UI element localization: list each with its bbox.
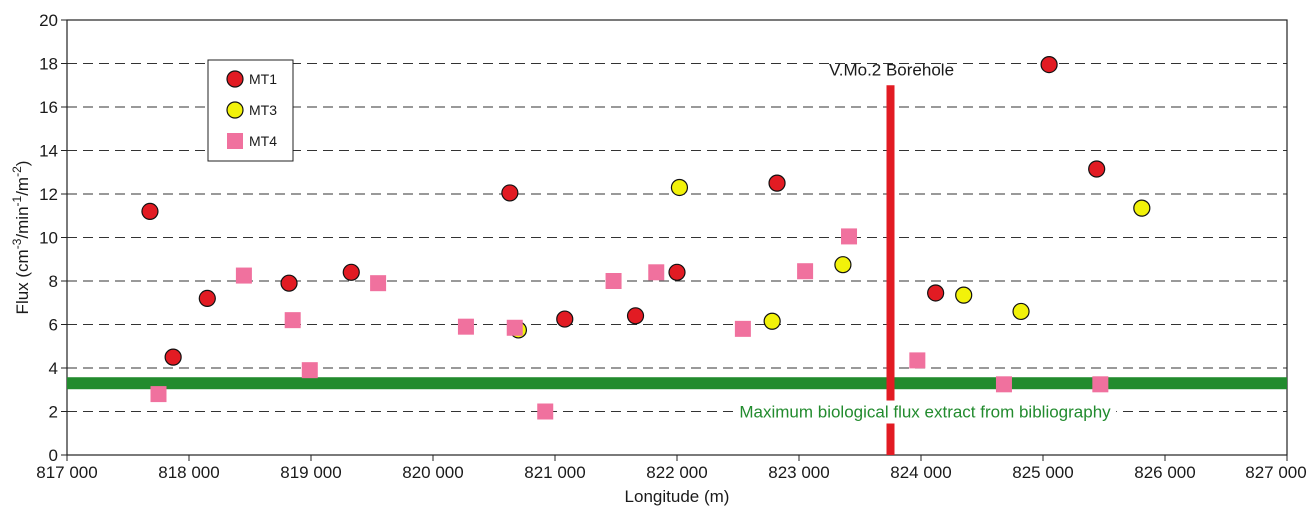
point-mt4 (995, 376, 1012, 393)
y-axis-label-part: Flux (cm (13, 249, 32, 314)
point-mt4 (301, 362, 318, 379)
annotation-layer: V.Mo.2 Borehole Maximum biological flux e… (67, 60, 1287, 455)
point-mt3 (763, 312, 781, 330)
y-tick-label: 6 (49, 316, 58, 335)
point-mt4 (1092, 376, 1109, 393)
borehole-label: V.Mo.2 Borehole (829, 60, 954, 79)
point-mt1 (280, 274, 298, 292)
y-tick-label: 12 (39, 185, 58, 204)
axes: 0 2 4 6 8 10 12 14 16 18 20 817 000 818 000 819 000 82… (36, 11, 1306, 482)
legend-label: MT1 (249, 71, 277, 87)
point-mt4 (457, 318, 474, 335)
point-mt4 (370, 275, 387, 292)
x-tick-label: 819 000 (280, 463, 341, 482)
point-mt3 (670, 178, 689, 197)
point-mt1 (1040, 55, 1058, 74)
x-tick-label: 821 000 (524, 463, 585, 482)
y-tick-label: 18 (39, 55, 58, 74)
point-mt1 (501, 184, 519, 202)
x-tick-label: 827 000 (1245, 463, 1306, 482)
point-mt4 (284, 312, 301, 329)
x-tick-label: 823 000 (768, 463, 829, 482)
y-axis-label-part: /min (13, 206, 32, 238)
point-mt3 (834, 256, 852, 274)
point-mt4 (506, 319, 523, 336)
point-mt1 (1088, 160, 1106, 178)
y-axis-label-part: ) (13, 161, 32, 167)
legend-label: MT3 (249, 102, 277, 118)
borehole-line (886, 85, 895, 455)
x-axis-label: Longitude (m) (625, 487, 730, 506)
point-mt1 (141, 202, 159, 220)
y-tick-label: 8 (49, 272, 58, 291)
point-mt3 (1133, 199, 1151, 217)
point-mt1 (556, 310, 574, 328)
point-mt1 (668, 263, 686, 281)
legend-label: MT4 (249, 133, 277, 149)
point-mt1 (768, 174, 786, 192)
y-tick-label: 0 (49, 446, 58, 465)
point-mt3 (955, 286, 973, 304)
point-mt1 (164, 348, 182, 366)
point-mt4 (150, 386, 167, 403)
biological-flux-band (67, 377, 1287, 390)
axis-labels: Longitude (m) Flux (cm-3/min-1/m-2) (10, 161, 729, 506)
point-mt1 (927, 284, 945, 302)
y-axis-label-part: /m (13, 177, 32, 196)
y-tick-label: 14 (39, 142, 58, 161)
x-tick-label: 825 000 (1012, 463, 1073, 482)
band-label: Maximum biological flux extract from bib… (739, 403, 1111, 422)
grid-lines (67, 63, 1287, 412)
y-axis-label-superscript: -1 (10, 195, 24, 206)
y-tick-label: 10 (39, 229, 58, 248)
band-label-background (734, 400, 1117, 424)
legend-marker-mt1 (226, 70, 244, 88)
x-tick-label: 818 000 (158, 463, 219, 482)
y-axis-label-superscript: -2 (10, 166, 24, 177)
x-tick-label: 817 000 (36, 463, 97, 482)
legend-box (207, 59, 294, 162)
x-tick-label: 822 000 (646, 463, 707, 482)
point-mt1 (626, 307, 645, 325)
y-tick-label: 16 (39, 98, 58, 117)
point-mt4 (537, 403, 554, 420)
point-mt1 (342, 263, 360, 281)
legend-marker-mt3 (226, 101, 244, 119)
y-axis-label-superscript: -3 (10, 238, 24, 249)
legend-marker-mt4 (227, 133, 243, 149)
y-tick-label: 2 (49, 403, 58, 422)
point-mt1 (198, 289, 216, 307)
x-tick-label: 826 000 (1134, 463, 1195, 482)
point-mt4 (605, 273, 622, 289)
point-mt4 (734, 320, 751, 337)
x-tick-label: 824 000 (890, 463, 951, 482)
x-tick-label: 820 000 (402, 463, 463, 482)
point-mt4 (909, 352, 926, 369)
point-mt4 (648, 264, 665, 281)
point-mt3 (1012, 302, 1030, 321)
y-tick-label: 20 (39, 11, 58, 30)
point-mt4 (841, 228, 858, 245)
y-axis-label: Flux (cm-3/min-1/m-2) (10, 161, 32, 315)
point-mt4 (235, 267, 252, 284)
data-points (141, 55, 1151, 420)
point-mt4 (797, 263, 814, 280)
y-tick-label: 4 (49, 359, 58, 378)
legend: MT1 MT3 MT4 (207, 59, 294, 162)
